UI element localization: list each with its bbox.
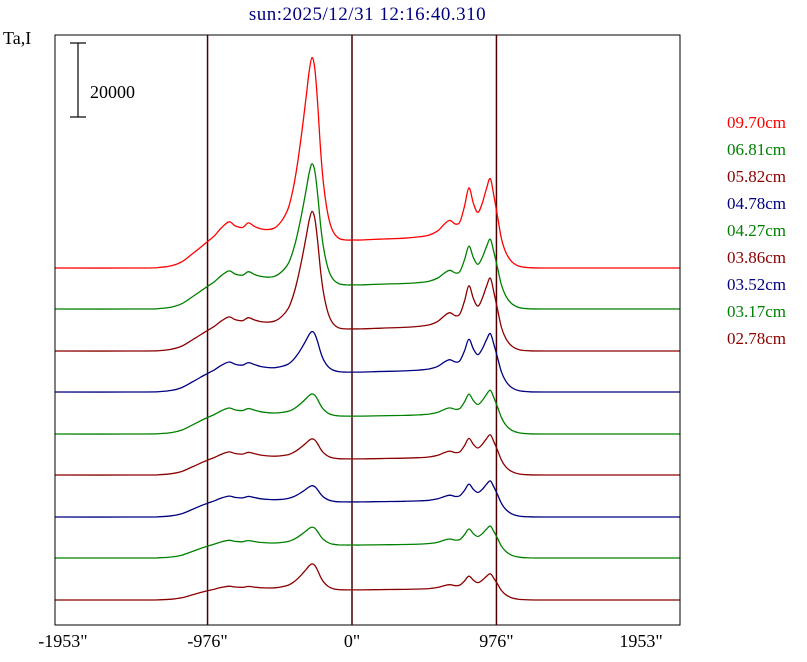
legend-item: 05.82cm bbox=[727, 167, 787, 186]
x-tick-label: 976" bbox=[479, 631, 514, 651]
scan-trace-02.78cm bbox=[55, 563, 680, 601]
legend-item: 09.70cm bbox=[727, 113, 787, 132]
scan-trace-05.82cm bbox=[55, 210, 680, 352]
x-tick-label: -1953" bbox=[38, 631, 88, 651]
plot-border bbox=[54, 34, 681, 626]
plot-title: sun:2025/12/31 12:16:40.310 bbox=[248, 4, 487, 25]
scan-trace-04.78cm bbox=[55, 330, 680, 393]
scan-trace-03.17cm bbox=[55, 525, 680, 559]
legend-item: 03.17cm bbox=[727, 302, 787, 321]
scan-trace-03.86cm bbox=[55, 434, 680, 476]
x-tick-label: 0" bbox=[343, 631, 361, 651]
x-tick-label: 1953" bbox=[619, 631, 663, 651]
legend-item: 03.52cm bbox=[727, 275, 787, 294]
legend-item: 04.27cm bbox=[727, 221, 787, 240]
scan-trace-06.81cm bbox=[55, 163, 680, 310]
legend-item: 03.86cm bbox=[727, 248, 787, 267]
x-tick-label: -976" bbox=[187, 631, 228, 651]
scan-trace-09.70cm bbox=[55, 56, 680, 269]
y-axis-label: Ta,I bbox=[3, 28, 32, 48]
legend-item: 06.81cm bbox=[727, 140, 787, 159]
legend-item: 04.78cm bbox=[727, 194, 787, 213]
wavelength-legend: 09.70cm 06.81cm 05.82cm 04.78cm 04.27cm 03.86… bbox=[727, 109, 807, 352]
scan-trace-04.27cm bbox=[55, 389, 680, 435]
legend-item: 02.78cm bbox=[727, 329, 787, 348]
scalebar-value-label: 20000 bbox=[90, 82, 135, 102]
scan-trace-03.52cm bbox=[55, 480, 680, 518]
